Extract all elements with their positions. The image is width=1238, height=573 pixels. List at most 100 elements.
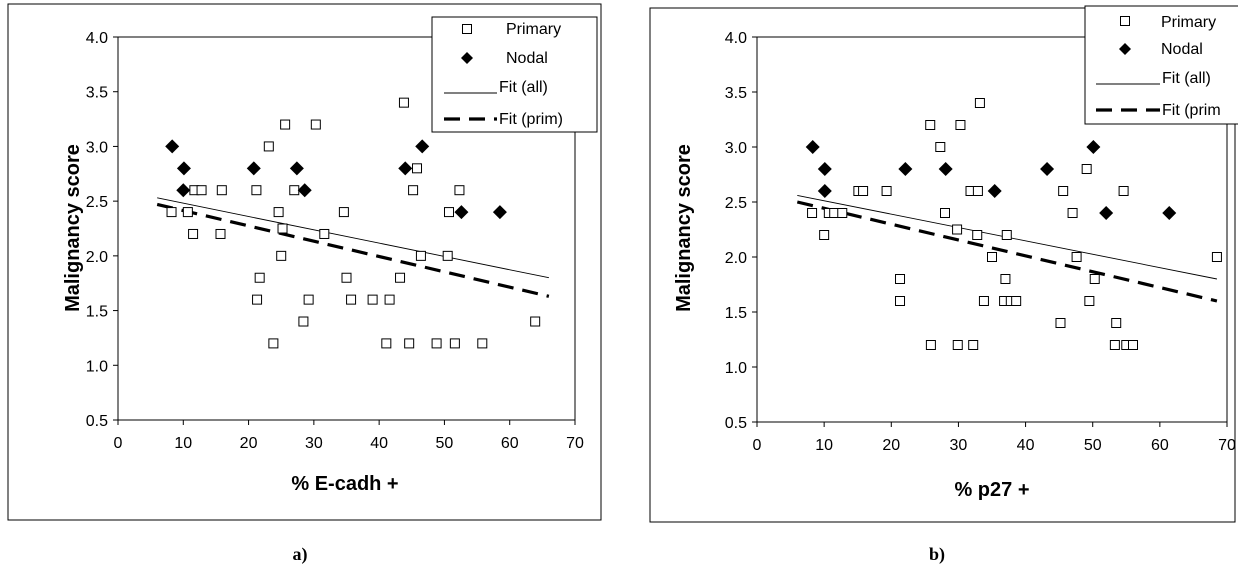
chart-b-x-tick-label: 50 bbox=[1084, 437, 1102, 454]
chart-a-primary-point bbox=[454, 185, 465, 196]
chart-a-nodal-point bbox=[454, 205, 469, 220]
chart-b-nodal-point bbox=[1162, 206, 1177, 220]
chart-a-nodal-point bbox=[415, 139, 430, 154]
chart-a-nodal-point bbox=[176, 183, 191, 198]
chart-a-y-tick-label: 2.5 bbox=[86, 194, 108, 211]
chart-a-primary-point bbox=[412, 163, 423, 174]
chart-a-primary-point bbox=[252, 294, 263, 305]
chart-b-primary-point bbox=[1067, 208, 1078, 218]
chart-panel-b: 0 10 20 30 40 50 60 700.51.01.52.02.53.03.54.0 … bbox=[649, 5, 1238, 565]
chart-a-primary-point bbox=[404, 338, 415, 349]
chart-b-x-tick-label: 60 bbox=[1151, 437, 1169, 454]
chart-b-primary-point bbox=[972, 186, 983, 196]
chart-b-legend-fit-prim-label: Fit (prim bbox=[1162, 102, 1221, 119]
chart-a-x-tick-label: 70 bbox=[566, 435, 584, 452]
chart-b-nodal-point bbox=[898, 162, 913, 176]
chart-a-primary-point bbox=[188, 228, 199, 239]
chart-a-outer-frame bbox=[7, 3, 602, 521]
chart-b-primary-point bbox=[955, 120, 966, 130]
chart-b-primary-point bbox=[1089, 274, 1100, 284]
chart-a-primary-point bbox=[530, 316, 541, 327]
chart-b-x-tick-label: 70 bbox=[1218, 437, 1236, 454]
chart-a-x-tick-label: 40 bbox=[370, 435, 388, 452]
chart-a-primary-point bbox=[384, 294, 395, 305]
chart-b-primary-point bbox=[968, 340, 979, 350]
chart-a-y-tick-label: 3.5 bbox=[86, 85, 108, 102]
chart-b-nodal-point bbox=[1099, 206, 1114, 220]
chart-a-ylabel: Malignancy score bbox=[62, 144, 84, 312]
chart-a-primary-point bbox=[431, 338, 442, 349]
chart-a-primary-point bbox=[408, 185, 419, 196]
chart-a-x-tick-label: 20 bbox=[240, 435, 258, 452]
chart-b-outer-frame bbox=[649, 7, 1236, 523]
chart-a-primary-point bbox=[182, 207, 193, 218]
chart-a-primary-point bbox=[381, 338, 392, 349]
chart-b-primary-point bbox=[1109, 340, 1120, 350]
chart-b-panel-label: b) bbox=[929, 544, 945, 565]
chart-a-primary-point bbox=[303, 294, 314, 305]
chart-b-points bbox=[805, 98, 1222, 350]
chart-a-primary-point bbox=[276, 250, 287, 261]
chart-b-primary-point bbox=[1211, 252, 1222, 262]
chart-a-primary-point bbox=[215, 228, 226, 239]
chart-a-nodal-point bbox=[297, 183, 312, 198]
chart-b-primary-point bbox=[952, 224, 963, 235]
chart-a-nodal-point bbox=[165, 139, 180, 154]
chart-b-y-tick-label: 0.5 bbox=[725, 415, 747, 432]
chart-a-y-tick-label: 1.5 bbox=[86, 304, 108, 321]
chart-b-y-tick-label: 2.0 bbox=[725, 250, 747, 267]
chart-a-legend-box bbox=[431, 16, 598, 133]
chart-panel-a: 0 10 20 30 40 50 60 700.51.01.52.02.53.03.54.0 … bbox=[7, 3, 602, 565]
chart-b-legend-fit-all-label: Fit (all) bbox=[1162, 70, 1211, 87]
chart-a-legend-fit-all-label: Fit (all) bbox=[499, 79, 548, 96]
chart-a-x-tick-label: 50 bbox=[436, 435, 454, 452]
chart-b-nodal-point bbox=[805, 140, 820, 154]
chart-b-primary-point bbox=[1055, 318, 1066, 328]
chart-b-nodal-point bbox=[987, 184, 1002, 198]
chart-b-primary-point bbox=[978, 296, 989, 306]
chart-b-primary-point bbox=[1001, 230, 1012, 240]
chart-a-primary-point bbox=[338, 207, 349, 218]
chart-a-primary-point bbox=[449, 338, 460, 349]
chart-b-x-tick-label: 0 bbox=[753, 437, 762, 454]
chart-a-legend-fit-prim-label: Fit (prim) bbox=[499, 111, 563, 128]
chart-a-primary-point bbox=[263, 141, 274, 152]
chart-b-legend-primary-marker bbox=[1120, 16, 1130, 26]
chart-b-fit-prim-line bbox=[796, 200, 1218, 303]
chart-b-primary-point bbox=[858, 186, 869, 196]
chart-b-primary-point bbox=[881, 186, 892, 196]
chart-a-panel-label: a) bbox=[293, 544, 308, 565]
chart-a-primary-point bbox=[273, 207, 284, 218]
chart-a-primary-point bbox=[251, 185, 262, 196]
chart-b-primary-point bbox=[895, 296, 906, 306]
chart-b-x-tick-label: 10 bbox=[815, 437, 833, 454]
chart-a-x-tick-label: 10 bbox=[174, 435, 192, 452]
chart-b-primary-point bbox=[925, 340, 936, 350]
chart-b-primary-point bbox=[1011, 296, 1022, 306]
chart-b-primary-point bbox=[940, 208, 950, 218]
chart-b-nodal-point bbox=[938, 162, 953, 176]
chart-a-primary-point bbox=[395, 272, 406, 283]
chart-a-y-tick-label: 4.0 bbox=[86, 30, 108, 47]
chart-b-primary-point bbox=[1084, 296, 1095, 306]
chart-a-primary-point bbox=[216, 185, 227, 196]
chart-b-primary-point bbox=[1071, 252, 1082, 262]
chart-b-primary-point bbox=[1058, 186, 1069, 196]
chart-b-primary-point bbox=[895, 274, 906, 284]
chart-a-primary-point bbox=[289, 185, 300, 196]
chart-b-primary-point bbox=[807, 208, 818, 218]
chart-a-primary-point bbox=[341, 272, 352, 283]
chart-a-y-tick-label: 1.0 bbox=[86, 358, 108, 375]
chart-a-primary-point bbox=[443, 207, 454, 218]
chart-a-primary-point bbox=[310, 119, 321, 130]
chart-b-y-tick-label: 3.5 bbox=[725, 85, 747, 102]
chart-a-plot-area bbox=[117, 36, 576, 421]
chart-b-y-tick-label: 4.0 bbox=[725, 30, 747, 47]
chart-b-primary-point bbox=[974, 98, 985, 108]
chart-b-primary-point bbox=[1111, 318, 1122, 328]
chart-b-legend-nodal-label: Nodal bbox=[1161, 41, 1203, 58]
chart-b-primary-point bbox=[987, 252, 997, 262]
chart-a-fit-prim-line bbox=[156, 202, 550, 298]
chart-a-primary-point bbox=[166, 207, 177, 218]
chart-a-fit-lines bbox=[156, 197, 550, 298]
